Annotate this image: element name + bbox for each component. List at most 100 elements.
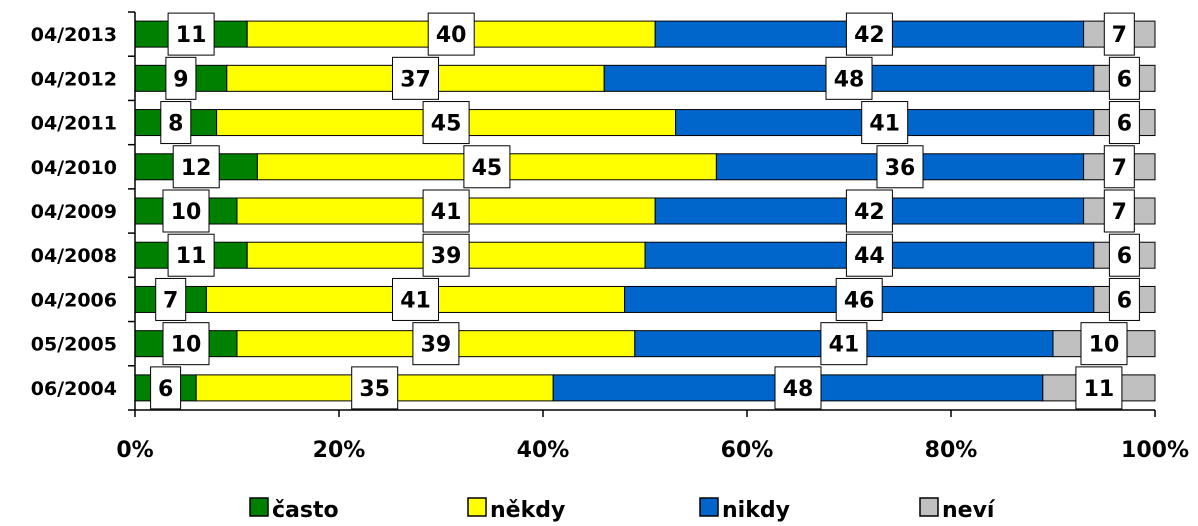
data-label-box — [165, 56, 197, 100]
x-tick-label: 40% — [517, 438, 570, 463]
category-label: 06/2004 — [31, 378, 117, 400]
data-label: 46 — [844, 288, 875, 313]
legend-swatch — [249, 497, 269, 517]
data-label: 11 — [176, 23, 207, 48]
legend-swatch — [699, 497, 719, 517]
data-label: 7 — [1112, 23, 1127, 48]
data-label: 9 — [173, 67, 188, 92]
data-label: 41 — [431, 200, 462, 225]
data-label: 7 — [163, 288, 178, 313]
category-label: 05/2005 — [31, 334, 117, 356]
data-label-box — [1108, 233, 1140, 277]
data-label: 40 — [436, 23, 467, 48]
data-label-box — [876, 145, 924, 189]
data-label-box — [392, 56, 439, 100]
data-label-box — [835, 277, 883, 321]
data-label: 39 — [431, 244, 462, 269]
x-tick-label: 80% — [925, 438, 978, 463]
data-label-box — [155, 277, 187, 321]
data-label: 41 — [400, 288, 431, 313]
data-labels-layer: 11 40 42 7 9 37 48 6 8 45 41 6 12 45 36 7 10 41 42 7 11 39 44 6… — [150, 12, 1140, 410]
data-label-box — [167, 233, 215, 277]
data-label: 45 — [472, 156, 503, 181]
category-label: 04/2006 — [31, 289, 117, 311]
data-label-box — [172, 145, 220, 189]
data-label-box — [427, 12, 475, 56]
data-label-box — [1103, 145, 1135, 189]
data-label: 36 — [885, 156, 916, 181]
data-label-box — [861, 101, 909, 145]
data-label: 12 — [181, 156, 212, 181]
category-label: 04/2008 — [31, 245, 117, 267]
data-label-box — [162, 322, 210, 366]
data-label-box — [1080, 322, 1128, 366]
legend-swatch — [467, 497, 487, 517]
legend-label: neví — [942, 498, 996, 523]
data-label: 10 — [1089, 333, 1120, 358]
x-tick-label: 60% — [721, 438, 774, 463]
category-label: 04/2013 — [31, 24, 117, 46]
data-label: 42 — [854, 200, 885, 225]
data-label-box — [422, 233, 470, 277]
data-label: 10 — [171, 200, 202, 225]
data-label-box — [160, 101, 192, 145]
data-label-box — [1103, 189, 1135, 233]
data-label-box — [845, 12, 893, 56]
data-label-box — [422, 189, 470, 233]
data-label: 45 — [431, 112, 462, 137]
data-label-box — [162, 189, 210, 233]
data-label: 6 — [1117, 288, 1132, 313]
data-label: 37 — [400, 67, 431, 92]
data-label: 10 — [171, 333, 202, 358]
data-label-box — [1103, 12, 1135, 56]
data-label: 11 — [1084, 377, 1115, 402]
data-label: 6 — [1117, 112, 1132, 137]
legend-label: často — [272, 498, 339, 523]
data-label: 42 — [854, 23, 885, 48]
axes-layer: 04/2013 04/2012 04/2011 04/2010 04/2009 04/20… — [31, 11, 1189, 463]
category-label: 04/2010 — [31, 157, 117, 179]
data-label-box — [845, 189, 893, 233]
data-label-box — [1108, 277, 1140, 321]
data-label-box — [820, 322, 868, 366]
data-label: 41 — [829, 333, 860, 358]
data-label: 44 — [854, 244, 885, 269]
legend-label: někdy — [490, 498, 565, 523]
x-tick-label: 0% — [116, 438, 153, 463]
data-label: 39 — [421, 333, 452, 358]
category-label: 04/2012 — [31, 68, 117, 90]
data-label-box — [351, 366, 399, 410]
category-label: 04/2011 — [31, 113, 117, 135]
data-label-box — [412, 322, 460, 366]
data-label: 6 — [1117, 67, 1132, 92]
bars-layer — [134, 20, 1156, 402]
data-label-box — [392, 277, 439, 321]
legend-swatch — [919, 497, 939, 517]
data-label-box — [463, 145, 511, 189]
data-label: 7 — [1112, 156, 1127, 181]
data-label: 35 — [359, 377, 390, 402]
data-label-box — [422, 101, 470, 145]
data-label-box — [1108, 101, 1140, 145]
category-label: 04/2009 — [31, 201, 117, 223]
data-label: 41 — [869, 112, 900, 137]
x-tick-label: 20% — [313, 438, 366, 463]
x-tick-label: 100% — [1121, 438, 1189, 463]
data-label-box — [167, 12, 215, 56]
data-label: 7 — [1112, 200, 1127, 225]
data-label-box — [150, 366, 182, 410]
data-label-box — [845, 233, 893, 277]
data-label: 6 — [158, 377, 173, 402]
data-label: 11 — [176, 244, 207, 269]
data-label-box — [1108, 56, 1140, 100]
data-label: 48 — [834, 67, 865, 92]
data-label-box — [774, 366, 822, 410]
data-label-box — [1075, 366, 1123, 410]
legend: často někdy nikdy neví — [249, 497, 996, 523]
data-label: 6 — [1117, 244, 1132, 269]
legend-label: nikdy — [722, 498, 790, 523]
data-label-box — [825, 56, 873, 100]
data-label: 8 — [168, 112, 183, 137]
data-label: 48 — [783, 377, 814, 402]
